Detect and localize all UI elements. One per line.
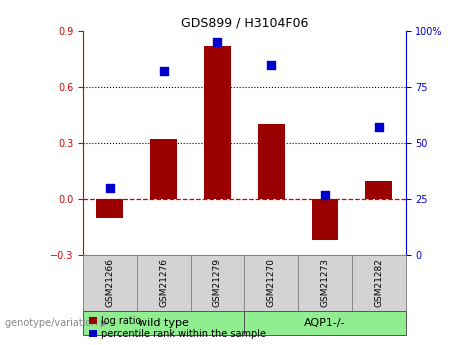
Point (267, 62, 275, 68)
Bar (190, 255, 244, 310)
Bar (150, 139, 177, 199)
Point (375, 125, 383, 130)
Title: GDS899 / H3104F06: GDS899 / H3104F06 (181, 17, 308, 30)
Bar (258, 125, 284, 199)
Bar (83, 255, 137, 310)
Point (321, 192, 329, 197)
Bar (137, 255, 190, 310)
Bar (298, 255, 352, 310)
Bar (244, 255, 298, 310)
Bar (352, 255, 406, 310)
Bar (83, 310, 244, 335)
Point (106, 185, 113, 191)
Text: GSM21266: GSM21266 (106, 258, 114, 307)
Bar (96, 199, 123, 218)
Legend: log ratio, percentile rank within the sample: log ratio, percentile rank within the sa… (88, 315, 267, 340)
Text: GSM21279: GSM21279 (213, 258, 222, 307)
Bar (312, 199, 338, 240)
Point (214, 40, 221, 45)
Point (160, 69, 167, 74)
Text: GSM21276: GSM21276 (159, 258, 168, 307)
Bar (244, 310, 406, 335)
Text: GSM21282: GSM21282 (374, 258, 383, 307)
Text: GSM21273: GSM21273 (320, 258, 330, 307)
Text: wild type: wild type (138, 318, 189, 327)
Bar (365, 180, 392, 199)
Text: AQP1-/-: AQP1-/- (304, 318, 346, 327)
Bar (204, 46, 231, 199)
Text: GSM21270: GSM21270 (267, 258, 276, 307)
Text: genotype/variation ▶: genotype/variation ▶ (5, 318, 108, 327)
